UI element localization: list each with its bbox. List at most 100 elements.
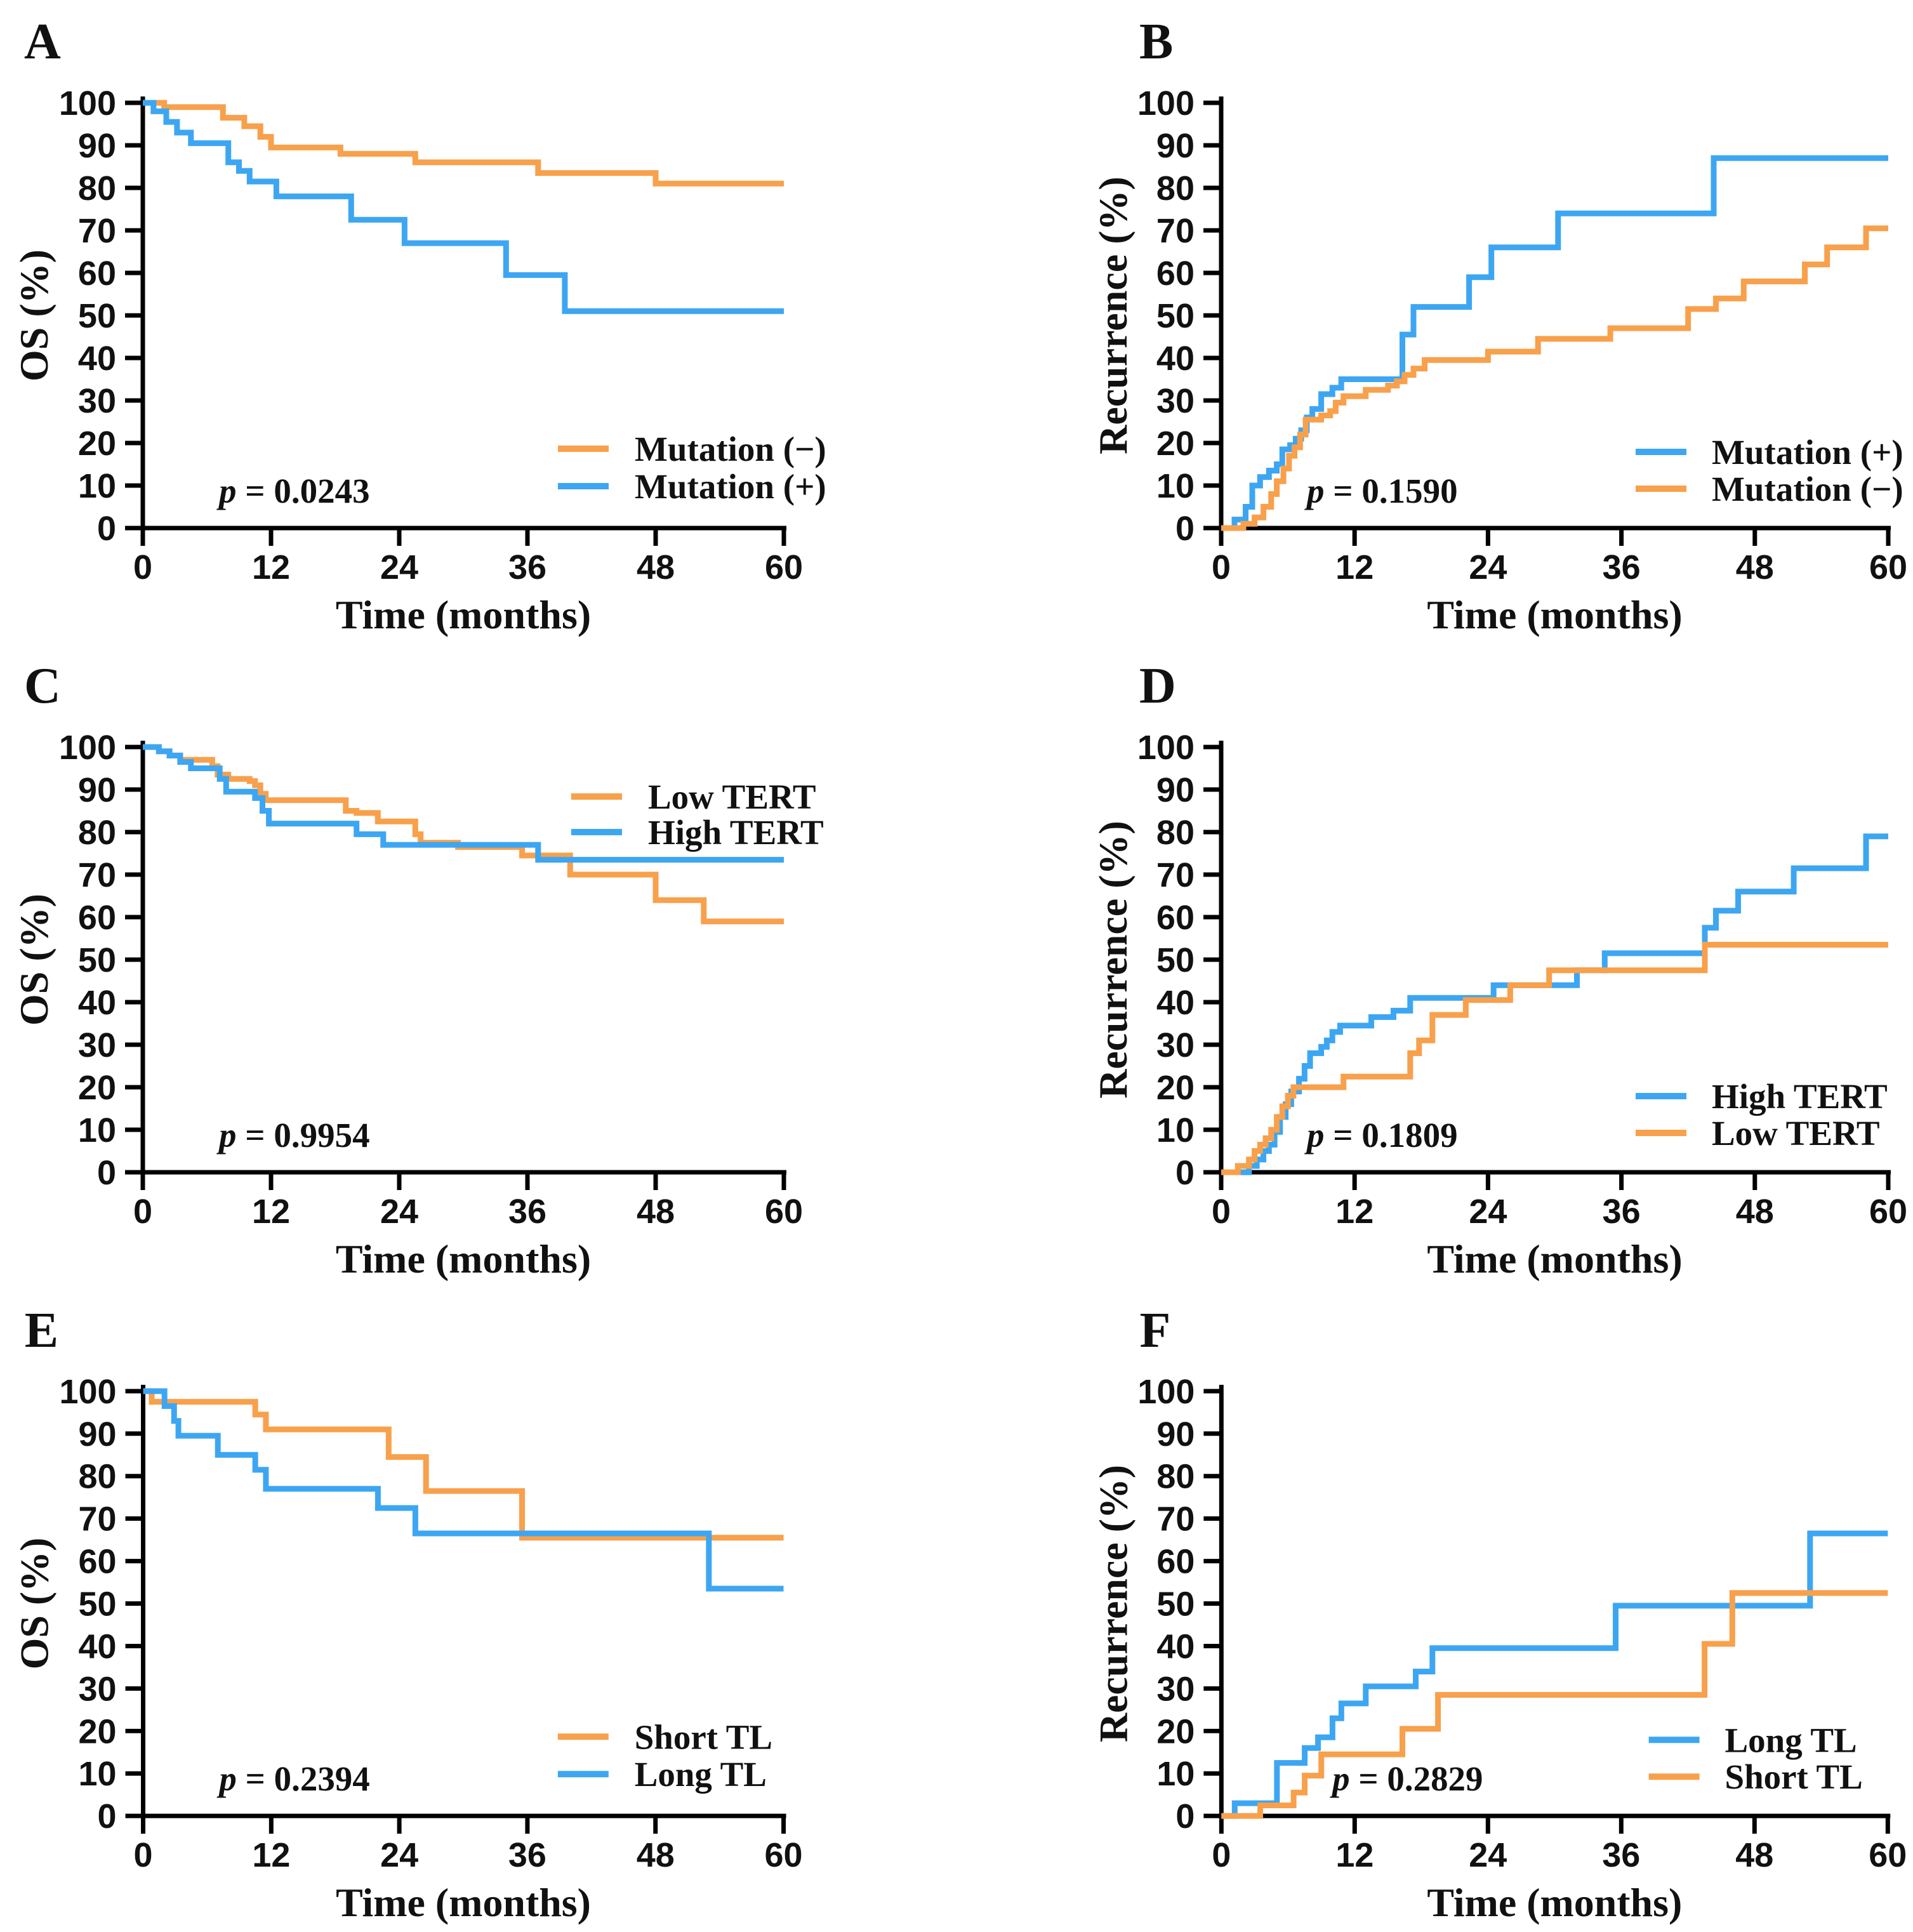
y-tick-label: 90 xyxy=(79,1415,117,1453)
x-tick-label: 60 xyxy=(1869,548,1907,586)
y-axis-title: OS (%) xyxy=(12,1538,57,1670)
y-tick-label: 100 xyxy=(60,1373,117,1411)
x-tick-label: 0 xyxy=(1212,1836,1231,1874)
x-tick-label: 60 xyxy=(1869,1836,1907,1874)
y-tick-label: 0 xyxy=(1175,1154,1195,1192)
p-value: p = 0.1590 xyxy=(1304,472,1458,510)
y-tick-label: 0 xyxy=(97,1154,116,1192)
x-tick-label: 60 xyxy=(765,548,803,586)
y-tick-label: 70 xyxy=(1156,1500,1195,1538)
panel-d: D 0 10 20 30 40 50 60 70 80 90 100 0 12 24 36 48 60 Time (… xyxy=(956,644,1913,1288)
panel-b-chart: B 0 10 20 30 40 50 60 70 80 90 100 0 12 24 36 48 60 Time (… xyxy=(1090,14,1907,637)
y-tick-label: 90 xyxy=(1156,127,1195,165)
legend-label: High TERT xyxy=(648,813,824,852)
x-tick-label: 48 xyxy=(637,548,675,586)
y-axis-title: Recurrence (%) xyxy=(1090,1465,1135,1742)
p-value: p = 0.9954 xyxy=(216,1116,370,1155)
y-tick-label: 90 xyxy=(78,771,116,809)
p-value: p = 0.0243 xyxy=(216,472,370,510)
y-axis-title: OS (%) xyxy=(11,894,56,1026)
x-tick-label: 60 xyxy=(765,1193,803,1231)
y-tick-label: 50 xyxy=(78,941,116,979)
y-tick-label: 0 xyxy=(1175,510,1195,548)
panel-f-chart: F 0 10 20 30 40 50 60 70 80 90 100 0 12 24 36 48 60 Time (… xyxy=(1090,1302,1907,1925)
panel-c-chart: C 0 10 20 30 40 50 60 70 80 90 100 0 12 24 36 48 60 Time (… xyxy=(11,658,824,1281)
y-tick-label: 60 xyxy=(1156,255,1195,293)
y-tick-label: 60 xyxy=(79,1543,117,1581)
y-tick-label: 50 xyxy=(78,297,116,335)
y-tick-label: 40 xyxy=(1156,340,1195,378)
y-tick-label: 100 xyxy=(1137,729,1195,767)
y-tick-label: 40 xyxy=(78,340,116,378)
legend-label: Long TL xyxy=(635,1755,767,1794)
panel-letter: A xyxy=(24,14,61,70)
x-tick-label: 0 xyxy=(133,548,152,586)
y-tick-label: 80 xyxy=(78,814,116,852)
y-tick-label: 20 xyxy=(78,425,116,463)
panel-letter: B xyxy=(1139,14,1173,70)
x-tick-label: 36 xyxy=(508,548,546,586)
x-tick-label: 12 xyxy=(1335,548,1374,586)
y-tick-label: 80 xyxy=(1156,814,1195,852)
y-tick-label: 0 xyxy=(97,510,116,548)
panel-letter: E xyxy=(25,1302,58,1358)
y-tick-label: 90 xyxy=(1156,771,1195,809)
x-tick-label: 48 xyxy=(1736,1193,1774,1231)
panel-letter: D xyxy=(1139,658,1176,714)
panel-d-chart: D 0 10 20 30 40 50 60 70 80 90 100 0 12 24 36 48 60 Time (… xyxy=(1090,658,1907,1281)
y-tick-label: 20 xyxy=(78,1069,116,1107)
x-tick-label: 36 xyxy=(1603,548,1641,586)
x-tick-label: 36 xyxy=(1603,1193,1641,1231)
y-tick-label: 100 xyxy=(1137,84,1195,122)
legend-label: Mutation (−) xyxy=(1712,470,1903,508)
x-axis-title: Time (months) xyxy=(336,592,591,637)
x-tick-label: 24 xyxy=(1469,1193,1507,1231)
y-tick-label: 60 xyxy=(78,255,116,293)
y-tick-label: 60 xyxy=(1156,899,1195,937)
panel-e: E 0 10 20 30 40 50 60 70 80 90 100 0 12 24 36 48 60 Time (… xyxy=(0,1288,956,1932)
y-axis-title: Recurrence (%) xyxy=(1090,176,1135,454)
y-tick-label: 60 xyxy=(78,899,116,937)
y-tick-label: 80 xyxy=(79,1458,117,1496)
legend-label: Low TERT xyxy=(1712,1114,1880,1153)
x-tick-label: 24 xyxy=(1469,1836,1507,1874)
x-tick-label: 60 xyxy=(1869,1193,1907,1231)
legend-label: High TERT xyxy=(1712,1077,1888,1116)
y-tick-label: 70 xyxy=(79,1500,117,1538)
series-long-tl xyxy=(1221,1530,1888,1819)
y-tick-label: 50 xyxy=(1156,1585,1195,1623)
x-tick-label: 0 xyxy=(1212,548,1231,586)
p-value: p = 0.1809 xyxy=(1304,1116,1458,1155)
y-tick-label: 30 xyxy=(1156,1670,1195,1708)
series-short-tl xyxy=(143,1388,784,1541)
y-tick-label: 10 xyxy=(78,1111,116,1149)
y-tick-label: 100 xyxy=(1137,1373,1195,1411)
series-mutation-+- xyxy=(143,100,784,314)
y-tick-label: 40 xyxy=(78,984,116,1022)
x-axis-title: Time (months) xyxy=(336,1236,591,1281)
panel-letter: F xyxy=(1139,1302,1170,1358)
x-tick-label: 24 xyxy=(380,1193,418,1231)
x-tick-label: 24 xyxy=(380,1836,418,1874)
y-tick-label: 100 xyxy=(59,84,116,122)
series-low-tert xyxy=(1221,942,1888,1175)
y-tick-label: 40 xyxy=(79,1627,117,1665)
y-tick-label: 20 xyxy=(1156,1712,1195,1750)
x-tick-label: 36 xyxy=(508,1193,546,1231)
y-tick-label: 40 xyxy=(1156,1627,1195,1665)
y-tick-label: 30 xyxy=(78,382,116,420)
x-tick-label: 12 xyxy=(1335,1193,1374,1231)
y-tick-label: 80 xyxy=(1156,1458,1195,1496)
series-short-tl xyxy=(1221,1590,1888,1819)
legend-label: Low TERT xyxy=(648,777,816,816)
x-axis-title: Time (months) xyxy=(1427,1236,1682,1281)
y-tick-label: 30 xyxy=(78,1026,116,1064)
panel-letter: C xyxy=(24,658,61,714)
legend-label: Mutation (−) xyxy=(635,430,826,468)
x-tick-label: 0 xyxy=(134,1836,153,1874)
legend-label: Mutation (+) xyxy=(635,467,826,506)
series-mutation-−- xyxy=(143,100,784,187)
y-axis-title: OS (%) xyxy=(11,249,56,381)
x-tick-label: 0 xyxy=(1212,1193,1231,1231)
y-tick-label: 30 xyxy=(1156,1026,1195,1064)
